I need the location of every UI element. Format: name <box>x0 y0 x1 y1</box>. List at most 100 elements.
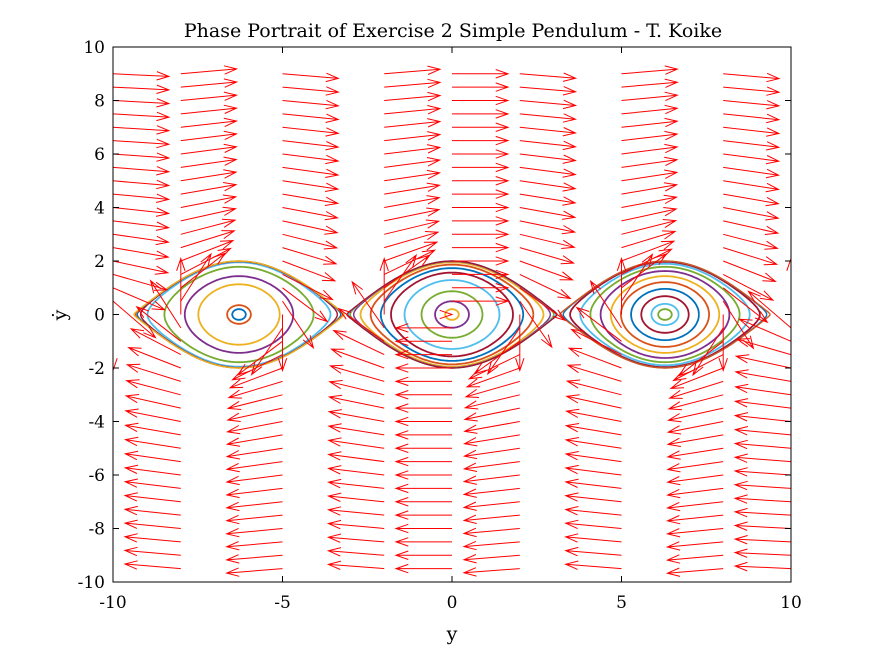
vector-arrow <box>747 290 791 329</box>
vector-arrow <box>519 180 577 192</box>
vector-arrow <box>282 233 339 250</box>
vector-arrow <box>564 533 622 543</box>
vector-arrow <box>282 300 315 350</box>
vector-arrow <box>734 369 791 382</box>
vector-arrow <box>125 363 181 382</box>
vector-arrow <box>225 567 283 577</box>
vector-arrow <box>723 113 781 124</box>
vector-arrow <box>384 131 442 142</box>
vector-arrow <box>452 242 510 253</box>
axis-ticks: -10 -5 0 5 10 -10 -8 -6 -4 -2 0 2 4 6 8 10 <box>78 38 802 613</box>
vector-arrow <box>621 248 673 275</box>
vector-arrow <box>473 340 521 375</box>
vector-arrow <box>180 252 212 302</box>
vector-arrow <box>564 408 622 422</box>
vector-arrow <box>180 247 232 275</box>
vector-arrow <box>123 519 181 529</box>
vector-arrow <box>733 467 791 477</box>
vector-arrow <box>326 533 385 543</box>
vector-arrow <box>665 567 724 577</box>
vector-arrow <box>394 390 452 400</box>
vector-arrow <box>665 541 724 551</box>
vector-arrow <box>326 492 385 503</box>
vector-arrow <box>519 140 578 151</box>
vector-arrow <box>462 474 520 485</box>
vector-arrow <box>180 182 238 195</box>
trajectory-curve <box>163 265 315 364</box>
vector-arrow <box>519 207 577 220</box>
vector-arrow <box>723 220 780 235</box>
vector-arrow <box>113 111 171 122</box>
vector-arrow <box>123 505 181 516</box>
vector-arrow <box>326 547 385 557</box>
vector-arrow <box>564 546 622 557</box>
vector-arrow <box>394 537 452 547</box>
vector-arrow <box>733 561 791 572</box>
vector-arrow <box>666 447 724 460</box>
vector-arrow <box>462 501 520 511</box>
vector-arrow <box>180 230 236 249</box>
vector-arrow <box>564 437 622 449</box>
vector-arrow <box>723 247 779 266</box>
vector-arrow <box>735 338 791 356</box>
trajectory-curve <box>657 308 673 321</box>
y-tick-label: -2 <box>88 359 105 379</box>
vector-arrow <box>282 220 339 235</box>
vector-arrow <box>180 206 237 222</box>
vector-arrow <box>621 117 679 128</box>
y-tick-label: -10 <box>78 573 105 593</box>
vector-arrow <box>328 380 385 396</box>
vector-arrow <box>564 464 622 476</box>
y-tick-label: -6 <box>88 466 105 486</box>
x-tick-label: 5 <box>616 593 627 613</box>
vector-arrow <box>123 560 181 570</box>
vector-arrow <box>180 91 239 101</box>
vector-arrow <box>733 548 791 558</box>
vector-arrow <box>113 125 171 135</box>
vector-arrow <box>384 78 442 89</box>
vector-arrow <box>250 327 283 376</box>
vector-arrow <box>723 180 781 193</box>
vector-arrow <box>282 180 340 192</box>
vector-arrow <box>394 416 452 427</box>
vector-arrow <box>123 450 181 463</box>
vector-arrow <box>149 279 182 329</box>
vector-arrow <box>666 474 724 486</box>
vector-arrow <box>564 451 622 463</box>
vector-arrow <box>786 256 791 315</box>
x-tick-label: 0 <box>447 593 458 613</box>
vector-arrow <box>225 461 283 473</box>
vector-arrow <box>113 207 171 217</box>
vector-arrow <box>225 421 283 435</box>
vector-arrow <box>327 394 385 409</box>
vector-arrow <box>733 426 791 436</box>
trajectory-curve <box>133 260 345 369</box>
vector-arrow <box>621 156 679 168</box>
vector-arrow <box>519 126 578 137</box>
vector-arrow <box>113 247 170 260</box>
vector-arrow <box>225 541 283 551</box>
vector-arrow <box>384 241 439 262</box>
vector-arrow <box>113 314 118 373</box>
vector-arrow <box>462 447 520 460</box>
vector-arrow <box>723 72 781 83</box>
vector-arrow <box>692 327 724 377</box>
vector-arrow <box>621 130 679 142</box>
vector-arrow <box>282 273 334 301</box>
vector-arrow <box>723 193 780 207</box>
vector-arrow <box>180 143 238 155</box>
vector-arrow <box>519 233 576 249</box>
vector-arrow <box>394 523 452 534</box>
vector-arrow <box>452 189 510 199</box>
vector-arrow <box>452 176 510 186</box>
vector-field-layer <box>113 65 791 577</box>
vector-arrow <box>463 394 520 410</box>
vector-arrow <box>452 202 510 213</box>
vector-arrow <box>327 451 385 463</box>
y-tick-label: -4 <box>88 413 105 433</box>
trajectory-curve <box>630 287 700 342</box>
vector-arrow <box>666 487 724 499</box>
y-tick-label: 8 <box>94 92 105 112</box>
vector-arrow <box>282 126 340 137</box>
vector-arrow <box>665 501 724 512</box>
